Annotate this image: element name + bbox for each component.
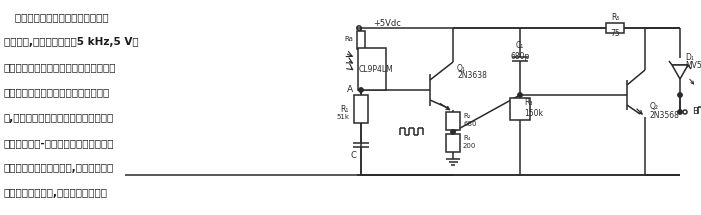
Text: 脉冲。重复频率随照度而变化。因此光线: 脉冲。重复频率随照度而变化。因此光线 — [4, 62, 116, 72]
Text: Ra: Ra — [344, 36, 353, 42]
Bar — [446, 134, 460, 152]
Bar — [446, 112, 460, 130]
Bar — [606, 23, 624, 33]
Text: 51k: 51k — [336, 114, 349, 120]
Polygon shape — [672, 65, 688, 79]
Text: D₁: D₁ — [685, 54, 694, 63]
Text: A: A — [347, 86, 353, 95]
Text: Q₂: Q₂ — [650, 103, 659, 112]
Text: R₁: R₁ — [341, 104, 349, 114]
Text: 2N3568: 2N3568 — [650, 111, 680, 120]
Text: C₁: C₁ — [516, 41, 524, 51]
Text: C: C — [350, 150, 356, 160]
Text: 75: 75 — [610, 29, 620, 38]
Text: R₄
200: R₄ 200 — [463, 135, 477, 149]
Circle shape — [678, 93, 682, 97]
Bar — [357, 31, 365, 49]
Text: 只有当光电池被其伴随的发光二极: 只有当光电池被其伴随的发光二极 — [4, 12, 109, 22]
Bar — [354, 95, 368, 123]
Circle shape — [451, 130, 455, 134]
Text: CL9P4LM: CL9P4LM — [359, 64, 393, 74]
Text: 的中断或衰减会产生便于检测的频率变: 的中断或衰减会产生便于检测的频率变 — [4, 88, 110, 98]
Text: 管照射时,本电路才产生约5 kHz,5 V的: 管照射时,本电路才产生约5 kHz,5 V的 — [4, 37, 139, 47]
Bar — [510, 98, 530, 120]
Text: R₂
680: R₂ 680 — [463, 114, 477, 126]
Text: 化,这种变化可以用作控制信号。本电路: 化,这种变化可以用作控制信号。本电路 — [4, 113, 114, 123]
Text: 2N3638: 2N3638 — [457, 72, 487, 80]
Text: Q₁: Q₁ — [457, 63, 466, 72]
Text: R₃
150k: R₃ 150k — [524, 98, 543, 118]
Text: 680p: 680p — [510, 52, 530, 61]
Text: 线照射到光电池上,则电路停止振荡。: 线照射到光电池上,则电路停止振荡。 — [4, 188, 108, 198]
Text: MV54: MV54 — [685, 60, 701, 69]
Text: 能器。若光束被完全中断,或者很强的光: 能器。若光束被完全中断,或者很强的光 — [4, 163, 114, 173]
Text: 可应用于失效-安全中断监视器和照明换: 可应用于失效-安全中断监视器和照明换 — [4, 138, 114, 148]
Text: R₅: R₅ — [611, 14, 619, 23]
Circle shape — [359, 88, 363, 92]
Bar — [358, 48, 386, 90]
Text: +5Vdc: +5Vdc — [373, 18, 401, 28]
Circle shape — [678, 110, 682, 114]
Circle shape — [518, 93, 522, 97]
Text: B: B — [692, 108, 698, 117]
